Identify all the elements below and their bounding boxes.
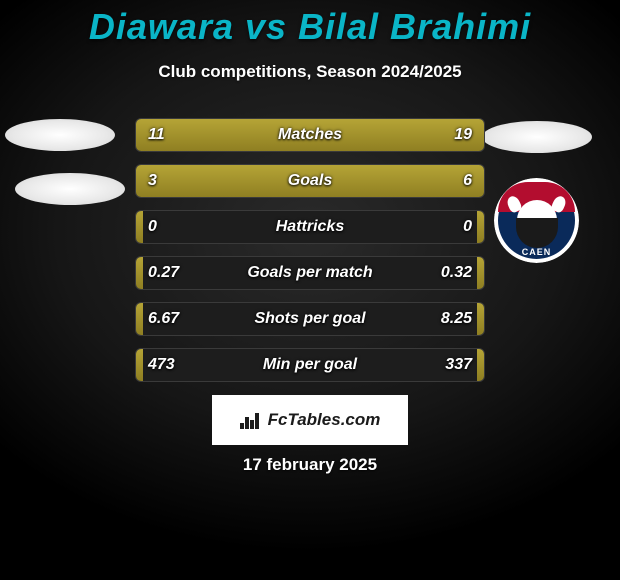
stat-value-left: 11 (148, 126, 165, 144)
stat-row: Hattricks0 0 (135, 210, 485, 244)
stat-value-left: 6.67 (148, 310, 179, 328)
stat-value-right: 19 (454, 126, 472, 144)
player2-club-badge: CAEN (494, 178, 579, 263)
stat-value-left: 3 (148, 172, 157, 190)
player1-club-placeholder (15, 173, 125, 205)
snapshot-date: 17 february 2025 (0, 455, 620, 475)
stat-value-right: 0.32 (441, 264, 472, 282)
stat-row: Min per goal473 337 (135, 348, 485, 382)
fctables-logo-icon (240, 411, 262, 429)
stat-value-right: 8.25 (441, 310, 472, 328)
page-subtitle: Club competitions, Season 2024/2025 (0, 62, 620, 82)
stat-value-right: 6 (463, 172, 472, 190)
stat-row: Matches11 19 (135, 118, 485, 152)
stat-value-left: 473 (148, 356, 175, 374)
stat-value-right: 0 (463, 218, 472, 236)
stat-label: Goals (136, 172, 484, 190)
stat-row: Goals per match0.27 0.32 (135, 256, 485, 290)
stat-label: Min per goal (136, 356, 484, 374)
page-title: Diawara vs Bilal Brahimi (0, 0, 620, 48)
stat-value-right: 337 (445, 356, 472, 374)
player1-avatar-placeholder (5, 119, 115, 151)
player2-avatar-placeholder (482, 121, 592, 153)
stat-label: Goals per match (136, 264, 484, 282)
stat-label: Matches (136, 126, 484, 144)
comparison-infographic: Diawara vs Bilal Brahimi Club competitio… (0, 0, 620, 580)
branding-box: FcTables.com (212, 395, 408, 445)
stat-label: Shots per goal (136, 310, 484, 328)
comparison-bars: Matches11 19 Goals3 6 Hattricks0 0 Goals per m… (135, 118, 485, 394)
stat-value-left: 0 (148, 218, 157, 236)
branding-text: FcTables.com (268, 410, 381, 430)
stat-value-left: 0.27 (148, 264, 179, 282)
stat-row: Goals3 6 (135, 164, 485, 198)
club-badge-label: CAEN (494, 247, 579, 257)
stat-label: Hattricks (136, 218, 484, 236)
stat-row: Shots per goal6.67 8.25 (135, 302, 485, 336)
